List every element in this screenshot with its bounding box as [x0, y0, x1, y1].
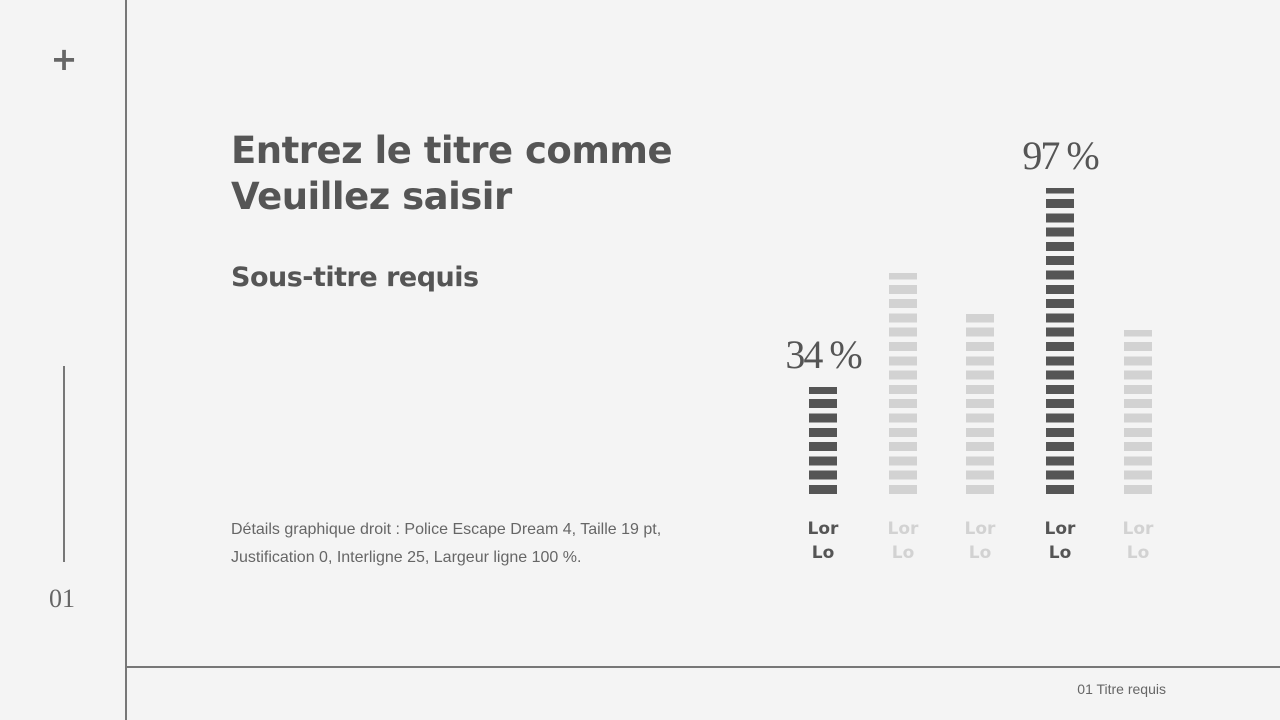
x-tick-label: Lor Lo	[887, 519, 919, 563]
x-tick-label: Lor Lo	[1122, 519, 1154, 563]
plus-icon: +	[50, 40, 78, 78]
x-tick-label: Lor Lo	[1044, 519, 1076, 563]
subtitle: Sous-titre requis	[231, 262, 479, 293]
value-label: 34 %	[785, 331, 862, 377]
bar	[1124, 329, 1152, 494]
page-number: 01	[49, 584, 75, 613]
title-line: Veuillez saisir	[231, 175, 512, 218]
value-label: 97 %	[1022, 132, 1099, 178]
divider	[63, 366, 65, 562]
bar	[809, 386, 837, 494]
x-tick-label: Lor Lo	[807, 519, 839, 563]
bar	[966, 314, 994, 494]
title-line: Entrez le titre comme	[231, 129, 673, 172]
title: Entrez le titre comme Veuillez saisir	[231, 128, 673, 220]
bar	[889, 273, 917, 494]
x-tick-label: Lor Lo	[964, 519, 996, 563]
description: Détails graphique droit : Police Escape …	[231, 521, 662, 566]
divider	[126, 666, 1280, 668]
divider	[125, 0, 127, 720]
footer: 01 Titre requis	[1077, 681, 1166, 697]
bar	[1046, 187, 1074, 494]
